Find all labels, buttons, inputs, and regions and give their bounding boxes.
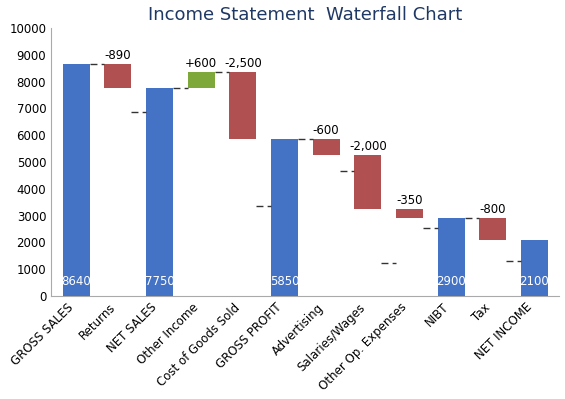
Bar [188,72,215,88]
Text: -800: -800 [480,203,506,216]
Text: -350: -350 [396,194,423,207]
Text: 5850: 5850 [270,275,299,288]
Text: +600: +600 [185,57,217,70]
Text: -2,000: -2,000 [349,140,386,153]
Text: 2900: 2900 [436,275,466,288]
Bar [354,155,381,209]
Text: 7750: 7750 [145,275,175,288]
Bar [229,72,257,139]
Text: 2100: 2100 [520,275,549,288]
Bar [63,64,90,296]
Bar [104,64,131,88]
Bar [312,139,340,155]
Bar [479,218,506,240]
Text: -2,500: -2,500 [224,57,262,70]
Bar [396,209,423,218]
Bar [521,240,548,296]
Bar [437,218,464,296]
Text: 8640: 8640 [61,275,91,288]
Title: Income Statement  Waterfall Chart: Income Statement Waterfall Chart [148,6,462,24]
Text: -890: -890 [105,49,131,62]
Bar [146,88,173,296]
Bar [271,139,298,296]
Text: -600: -600 [313,124,340,137]
